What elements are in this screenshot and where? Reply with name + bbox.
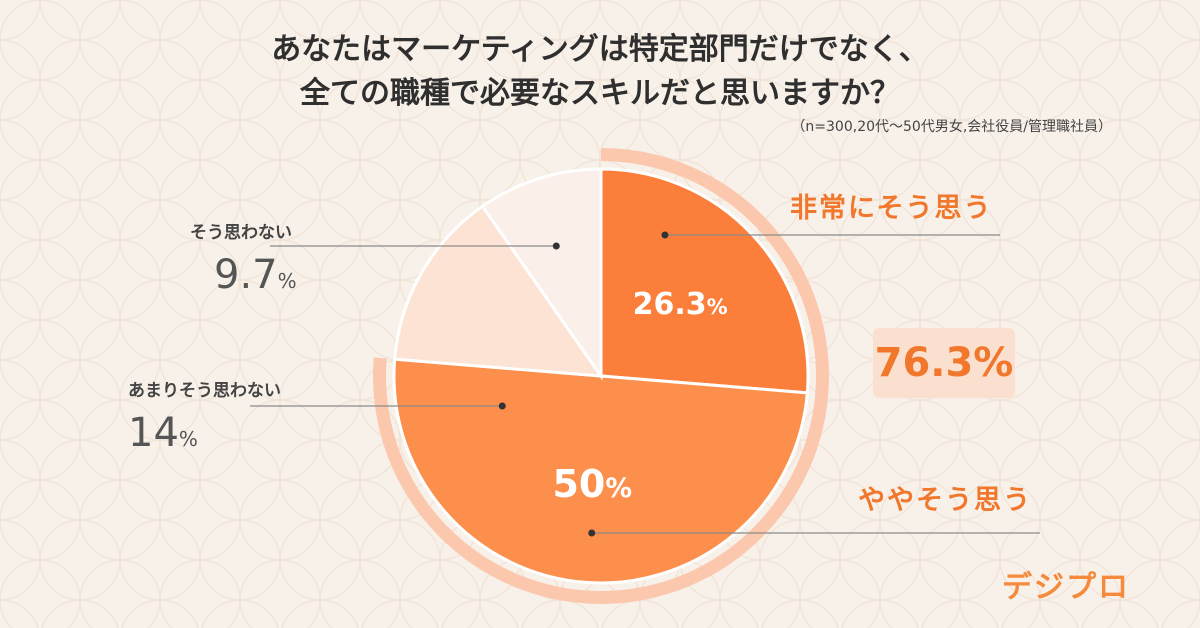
legend-label-strong: 非常にそう思う: [790, 193, 993, 224]
legend-label-not-much: あまりそう思わない: [128, 381, 281, 401]
slice-value-label-strong: 26.3%: [633, 287, 728, 322]
pie-slice-not: [480, 167, 603, 381]
title-line-1: あなたはマーケティングは特定部門だけでなく、: [271, 32, 929, 67]
chart-title: あなたはマーケティングは特定部門だけでなく、 全ての職種で必要なスキルだと思いま…: [0, 28, 1200, 116]
total-agree-value: 76.3%: [874, 340, 1014, 386]
pie-slice-somewhat: [392, 357, 809, 585]
pie-slice-not-much: [393, 204, 605, 378]
legend-label-not: そう思わない: [190, 223, 292, 243]
leader-dot-strong: [661, 231, 669, 239]
leader-dot-not-much: [498, 402, 506, 410]
sample-note: （n=300,20代〜50代男女,会社役員/管理職社員）: [791, 119, 1112, 135]
total-agree-badge: 76.3%: [873, 328, 1015, 398]
legend-label-somewhat: ややそう思う: [858, 485, 1032, 516]
value-label-not-much: 14%: [128, 410, 198, 456]
leader-dot-not: [552, 242, 560, 250]
title-line-2: 全ての職種で必要なスキルだと思いますか？: [300, 76, 900, 111]
brand-logo: デジプロ: [1002, 570, 1130, 605]
leader-dot-somewhat: [588, 529, 596, 537]
value-label-not: 9.7%: [214, 252, 297, 298]
pie-slice-strong: [599, 167, 810, 395]
slice-value-label-somewhat: 50%: [552, 462, 632, 506]
